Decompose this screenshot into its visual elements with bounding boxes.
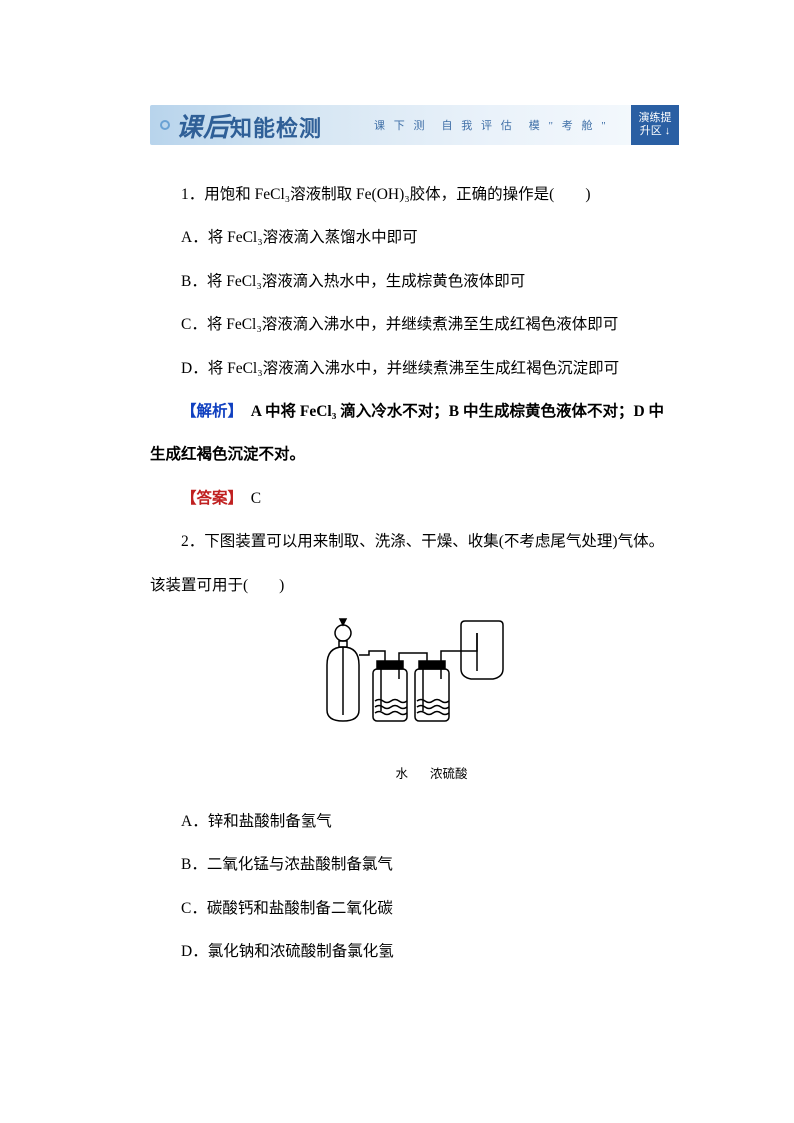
q1-option-c: C．将 FeCl₃溶液滴入沸水中，并继续煮沸至生成红褐色液体即可 (150, 303, 679, 346)
label-water: 水 (395, 757, 408, 792)
q1-option-a: A．将 FeCl₃溶液滴入蒸馏水中即可 (150, 216, 679, 259)
q2-option-b: B．二氧化锰与浓盐酸制备氯气 (150, 843, 679, 886)
banner-right-box: 演练提 升区 ↓ (631, 105, 679, 145)
q2-option-d: D．氯化钠和浓硫酸制备氯化氢 (150, 930, 679, 973)
section-header-banner: 课后知能检测 课 下 测 自 我 评 估 模 " 考 舱 " 演练提 升区 ↓ (150, 105, 679, 145)
apparatus-diagram (150, 615, 679, 765)
q1-stem: 1．用饱和 FeCl₃溶液制取 Fe(OH)₃胶体，正确的操作是( ) (150, 173, 679, 216)
analysis-label: 【解析】 (181, 403, 235, 420)
q2-option-c: C．碳酸钙和盐酸制备二氧化碳 (150, 887, 679, 930)
banner-title-rest: 知能检测 (230, 116, 322, 141)
banner-title-big: 课后 (176, 113, 230, 142)
q1-answer: 【答案】 C (150, 477, 679, 520)
q1-option-b: B．将 FeCl₃溶液滴入热水中，生成棕黄色液体即可 (150, 260, 679, 303)
banner-subtitle: 课 下 测 自 我 评 估 模 " 考 舱 " (374, 117, 609, 133)
q2-option-a: A．锌和盐酸制备氢气 (150, 800, 679, 843)
apparatus-svg (315, 615, 515, 765)
banner-right-line1: 演练提 (639, 112, 672, 125)
label-acid: 浓硫酸 (430, 757, 468, 792)
answer-label: 【答案】 (181, 490, 235, 507)
q1-answer-text: C (235, 490, 261, 507)
banner-right-line2: 升区 ↓ (640, 125, 671, 138)
q1-option-d: D．将 FeCl₃溶液滴入沸水中，并继续煮沸至生成红褐色沉淀即可 (150, 347, 679, 390)
q1-analysis: 【解析】 A 中将 FeCl₃ 滴入冷水不对；B 中生成棕黄色液体不对；D 中生… (150, 390, 679, 477)
content-body: 1．用饱和 FeCl₃溶液制取 Fe(OH)₃胶体，正确的操作是( ) A．将 … (150, 173, 679, 973)
q2-stem: 2．下图装置可以用来制取、洗涤、干燥、收集(不考虑尾气处理)气体。该装置可用于(… (150, 520, 679, 607)
banner-title: 课后知能检测 (176, 107, 322, 144)
